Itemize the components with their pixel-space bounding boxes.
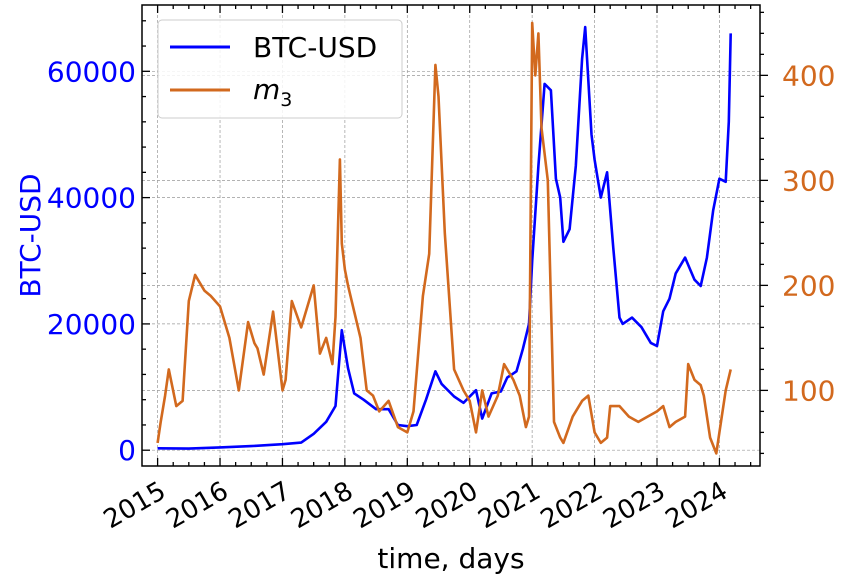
legend-label-m3-sub: 3 [280,89,292,111]
x-tick-label-2017: 2017 [224,476,296,535]
x-tick-label-2023: 2023 [598,476,670,535]
x-tick-label-2019: 2019 [348,476,420,535]
left-tick-label-40000: 40000 [47,182,136,215]
legend-label-m3-base: m [253,73,280,106]
left-axis-title: BTC-USD [14,173,47,297]
right-tick-label-400: 400 [782,59,835,92]
x-tick-label-2020: 2020 [411,476,483,535]
series-lines [156,21,732,455]
x-tick-label-2016: 2016 [161,476,233,535]
right-tick-label-200: 200 [782,269,835,302]
series-line-btc [157,25,732,450]
x-tick-label-2015: 2015 [99,476,171,535]
left-tick-label-0: 0 [118,434,136,467]
x-tick-label-2022: 2022 [536,476,608,535]
legend-label-btc: BTC-USD [253,31,377,64]
right-tick-label-100: 100 [782,374,835,407]
left-axis-tick-labels: 0 20000 40000 60000 [47,55,136,467]
x-tick-label-2021: 2021 [473,476,545,535]
left-tick-label-20000: 20000 [47,308,136,341]
left-tick-label-60000: 60000 [47,55,136,88]
x-tick-label-2018: 2018 [286,476,358,535]
x-tick-label-2024: 2024 [661,476,733,535]
legend-label-m3: m3 [253,73,292,111]
right-axis-tick-labels: 100 200 300 400 [782,59,835,407]
legend-box [157,19,403,119]
plot-frame [141,4,761,467]
axis-ticks [142,5,768,466]
x-axis-title: time, days [377,542,524,575]
series-line-m3 [156,21,732,455]
right-tick-label-300: 300 [782,164,835,197]
legend: BTC-USD m3 [157,19,403,119]
